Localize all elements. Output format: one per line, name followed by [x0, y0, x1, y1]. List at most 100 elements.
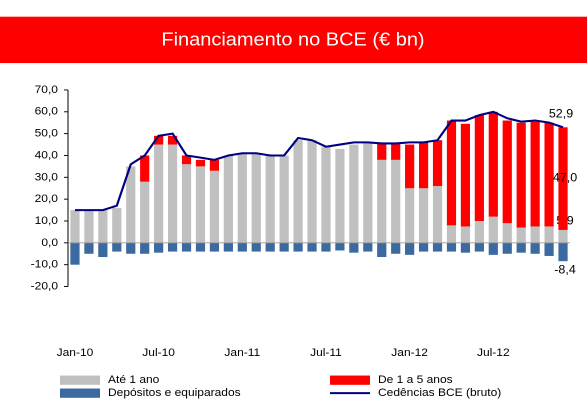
bar [432, 186, 443, 243]
bar [405, 188, 415, 243]
bar [167, 242, 178, 252]
y-tick-label: 10,0 [35, 215, 58, 227]
bar [265, 242, 275, 252]
bar [544, 122, 554, 227]
bar [377, 143, 387, 160]
bar [335, 148, 345, 243]
legend-swatch [330, 375, 370, 385]
bar [307, 242, 317, 252]
bar [418, 242, 429, 252]
bar [377, 159, 387, 243]
data-label: 52,9 [549, 107, 574, 120]
x-tick-label: Jul-10 [142, 348, 175, 360]
bar [195, 166, 206, 243]
x-tick-label: Jul-11 [310, 348, 342, 360]
bar [251, 242, 261, 252]
x-tick-label: Jan-10 [57, 348, 94, 360]
chart-title: Financiamento no BCE (€ bn) [161, 30, 424, 50]
bar [321, 242, 331, 252]
y-tick-label: -20,0 [31, 281, 58, 293]
bar [237, 242, 247, 252]
bar [516, 242, 526, 253]
legend-label: De 1 a 5 anos [378, 374, 453, 386]
bar [279, 242, 289, 252]
bar [391, 143, 401, 160]
bar [209, 170, 220, 243]
bar [544, 242, 554, 256]
bar [321, 146, 331, 243]
legend-swatch [60, 375, 100, 385]
y-tick-label: 30,0 [35, 172, 58, 184]
bar [460, 242, 471, 253]
bar [307, 140, 317, 243]
bar [530, 242, 540, 254]
bar [112, 242, 122, 252]
bar [140, 155, 150, 182]
bar [432, 242, 443, 252]
bar [405, 242, 415, 255]
bar [446, 120, 457, 226]
bar [474, 221, 484, 243]
bar [405, 144, 415, 189]
bar [363, 242, 373, 252]
title-banner [0, 16, 587, 64]
bar [474, 115, 484, 222]
bar [140, 242, 150, 254]
y-tick-label: 60,0 [35, 106, 58, 118]
bar [335, 242, 345, 251]
bar [558, 127, 568, 230]
bar [167, 144, 178, 243]
bar [98, 242, 108, 258]
bar [544, 226, 554, 243]
bar [209, 159, 220, 171]
bar [418, 188, 429, 243]
bar [154, 144, 164, 243]
y-tick-label: 0,0 [41, 237, 58, 249]
bar [349, 242, 359, 253]
bar [488, 216, 498, 243]
bar [391, 159, 401, 243]
bar [195, 159, 206, 167]
bar [460, 123, 471, 227]
x-tick-label: Jul-12 [477, 348, 510, 360]
bar [502, 242, 512, 254]
y-tick-label: 40,0 [35, 150, 58, 162]
bar [70, 210, 80, 243]
bar [279, 155, 289, 243]
bar [502, 223, 512, 243]
bar [418, 142, 429, 189]
bar [181, 155, 192, 165]
legend-label: Até 1 ano [108, 374, 159, 386]
bar [460, 226, 471, 243]
bar [181, 164, 192, 243]
bar [530, 121, 540, 227]
legend-swatch [60, 388, 100, 398]
bar [446, 225, 457, 243]
y-tick-label: 70,0 [35, 84, 58, 96]
x-tick-label: Jan-12 [391, 348, 428, 360]
bar [195, 242, 206, 252]
bar [391, 242, 401, 254]
bar [293, 140, 303, 243]
bar [363, 142, 373, 243]
bar [70, 242, 80, 265]
bar [223, 155, 233, 243]
bar [265, 155, 275, 243]
legend-label: Cedências BCE (bruto) [378, 387, 501, 399]
bar [112, 207, 122, 243]
bar [432, 140, 443, 187]
bar [84, 210, 94, 243]
x-tick-label: Jan-11 [224, 348, 260, 360]
line [75, 110, 564, 212]
bar [293, 242, 303, 252]
bar [126, 242, 136, 254]
bar [530, 226, 540, 243]
bar [154, 242, 164, 253]
bar [502, 120, 512, 224]
bar [488, 111, 498, 217]
bar [98, 210, 108, 243]
legend-label: Depósitos e equiparados [108, 387, 241, 399]
bar [154, 135, 164, 145]
bar [251, 153, 261, 243]
